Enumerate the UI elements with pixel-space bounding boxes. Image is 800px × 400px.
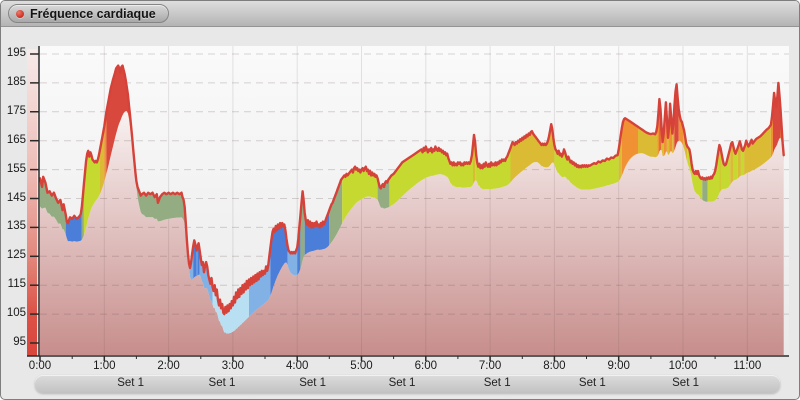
set-marker-label: Set 1 — [208, 377, 236, 389]
zone-band-segment — [702, 177, 708, 202]
zone-band-segment — [270, 223, 288, 296]
zone-band-segment — [737, 141, 741, 179]
zone-band-segment — [707, 145, 720, 202]
heart-rate-line — [38, 64, 785, 316]
zone-band-segment — [136, 181, 185, 224]
zone-band-segment — [342, 166, 378, 224]
zone-band-segment — [196, 246, 198, 277]
set-marker-label: Set 1 — [672, 377, 699, 389]
zone-band-segment — [106, 65, 129, 174]
zone-band-segment — [187, 246, 194, 280]
zone-band-segment — [83, 149, 100, 236]
zone-band-segment — [666, 119, 670, 155]
zone-band-segment — [744, 124, 771, 175]
set-marker-label: Set 1 — [388, 377, 416, 389]
zone-bands — [40, 65, 784, 334]
zone-band-segment — [621, 118, 638, 176]
title-bar: Fréquence cardiaque — [1, 1, 799, 27]
zone-band-segment — [740, 145, 745, 176]
set-marker-label: Set 1 — [299, 377, 327, 389]
zone-band-segment — [65, 207, 82, 242]
set-marker-label: Set 1 — [483, 377, 511, 389]
zone-band-segment — [249, 247, 271, 317]
set-marker-bar: Set 1 Set 1 Set 1 Set 1 Set 1 Set 1 Set 1 — [35, 375, 780, 393]
record-dot-icon — [16, 9, 24, 18]
zone-band-segment — [730, 142, 734, 186]
zone-band-segment — [719, 145, 721, 194]
zone-band-segment — [389, 145, 473, 207]
tab-frequence-cardiaque[interactable]: Fréquence cardiaque — [8, 4, 169, 23]
set-marker-label: Set 1 — [578, 377, 606, 389]
zone-band-segment — [100, 126, 105, 194]
zone-band-segment — [733, 146, 738, 181]
zone-band-segment — [304, 210, 330, 256]
intensity-strip — [27, 49, 37, 356]
zone-band-segment — [377, 178, 390, 209]
tab-label: Fréquence cardiaque — [30, 6, 156, 21]
zone-band-segment — [510, 124, 555, 183]
axes — [27, 46, 789, 361]
set-marker-label: Set 1 — [117, 377, 145, 389]
area-fill — [40, 111, 784, 355]
zone-band-segment — [329, 178, 343, 245]
